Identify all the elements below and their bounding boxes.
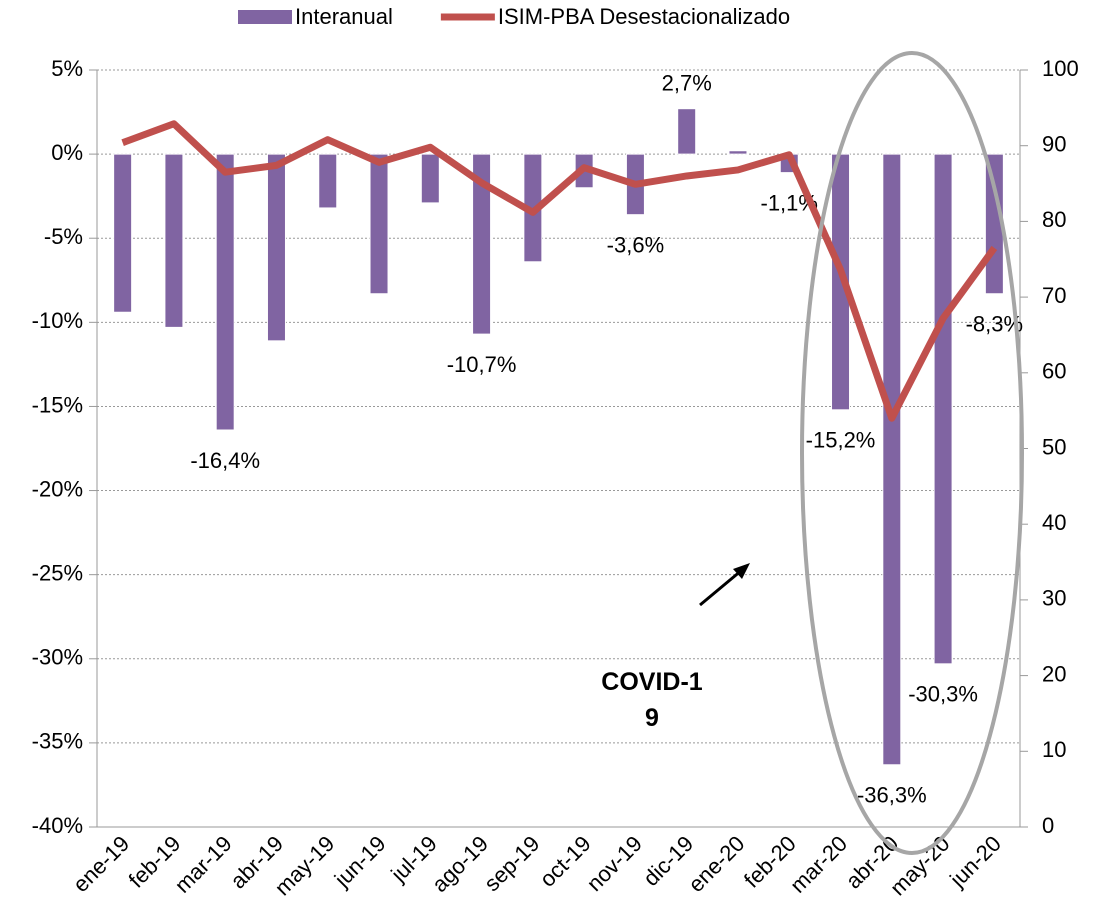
bar [266,153,286,342]
plot: -40% -35% -30% -25% -20% -15% -10% -5% 0% 5% 0 10 20… [32,4,1079,901]
arrow [699,568,743,607]
x-tick-label: ene-20 [683,831,749,897]
annotation: COVID-19 [601,668,703,732]
bar [677,108,697,155]
x-tick-label: mar-19 [170,831,237,898]
bar [318,153,338,209]
y-tick-label: -5% [44,224,83,249]
data-label: -10,7% [447,352,517,377]
bar [728,150,748,155]
bar [933,153,953,665]
data-label: 2,7% [662,71,712,96]
y-tick-label: -20% [32,476,83,501]
x-tick-label: nov-19 [582,831,647,896]
y2-tick-label: 80 [1042,207,1066,232]
y2-tick-label: 50 [1042,434,1066,459]
data-label: -36,3% [857,783,927,808]
legend-label: ISIM-PBA Desestacionalizado [498,4,790,29]
x-tick-label: ago-19 [427,831,493,897]
data-label: -3,6% [607,232,664,257]
y-tick-label: -30% [32,645,83,670]
data-label: -16,4% [190,448,260,473]
line [121,120,998,422]
y2-tick-label: 100 [1042,56,1079,81]
bar [369,153,389,295]
data-label: -15,2% [806,428,876,453]
bar [164,153,184,328]
highlight-ellipse [800,51,1024,855]
bar [882,153,902,766]
bar [420,153,440,204]
y-tick-label: -35% [32,729,83,754]
arrow-head [733,563,750,579]
y-tick-label: 0% [51,140,83,165]
y2-tick-label: 0 [1042,813,1054,838]
y2-tick-label: 20 [1042,661,1066,686]
y2-tick-label: 10 [1042,737,1066,762]
legend-swatch [238,10,292,24]
bar [472,153,492,335]
bar [215,153,235,431]
y-tick-label: 5% [51,56,83,81]
x-tick-label: ene-19 [68,831,134,897]
y2-tick-label: 30 [1042,586,1066,611]
y-tick-label: -15% [32,392,83,417]
y-tick-label: -10% [32,308,83,333]
legend-label: Interanual [295,4,393,29]
y2-tick-label: 40 [1042,510,1066,535]
y2-tick-label: 90 [1042,132,1066,157]
x-tick-label: mar-20 [785,831,852,898]
bar [113,153,133,313]
y2-tick-label: 60 [1042,359,1066,384]
x-tick-label: jun-20 [944,831,1006,893]
y-tick-label: -40% [32,813,83,838]
y-tick-label: -25% [32,560,83,585]
data-label: -30,3% [908,682,978,707]
x-tick-label: jun-19 [329,831,391,893]
x-tick-label: sep-19 [479,831,544,896]
y2-tick-label: 70 [1042,283,1066,308]
